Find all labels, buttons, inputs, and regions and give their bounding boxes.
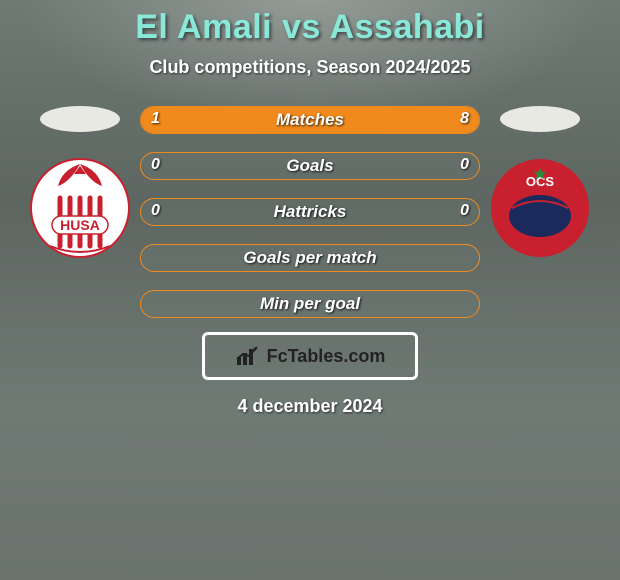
- club-right-logo: OCS: [490, 158, 590, 258]
- chart-icon: [235, 345, 261, 367]
- brand-box[interactable]: FcTables.com: [202, 332, 418, 380]
- stat-value-right: 8: [460, 110, 469, 128]
- stat-value-left: 0: [151, 202, 160, 220]
- player-left-avatar: [40, 106, 120, 132]
- left-column: HUSA: [30, 106, 130, 258]
- stat-label: Hattricks: [274, 202, 347, 222]
- stat-label: Matches: [276, 110, 344, 130]
- comparison-card: El Amali vs Assahabi Club competitions, …: [0, 0, 620, 580]
- stat-value-right: 0: [460, 156, 469, 174]
- stat-bar: 0 0 Hattricks: [140, 198, 480, 226]
- stat-value-right: 0: [460, 202, 469, 220]
- stat-bar: Goals per match: [140, 244, 480, 272]
- stat-bar: Min per goal: [140, 290, 480, 318]
- page-title: El Amali vs Assahabi: [135, 8, 485, 47]
- stat-label: Min per goal: [260, 294, 360, 314]
- player-right-avatar: [500, 106, 580, 132]
- stat-value-left: 1: [151, 110, 160, 128]
- page-subtitle: Club competitions, Season 2024/2025: [149, 57, 470, 78]
- stat-bar: 0 0 Goals: [140, 152, 480, 180]
- stat-label: Goals per match: [243, 248, 376, 268]
- stat-label: Goals: [286, 156, 333, 176]
- svg-text:HUSA: HUSA: [60, 217, 100, 233]
- stat-bar: 1 8 Matches: [140, 106, 480, 134]
- stat-value-left: 0: [151, 156, 160, 174]
- date-text: 4 december 2024: [237, 396, 382, 417]
- husa-logo-svg: HUSA: [30, 158, 130, 258]
- ocs-logo-svg: OCS: [490, 158, 590, 258]
- club-left-logo: HUSA: [30, 158, 130, 258]
- main-row: HUSA 1 8 Matches 0 0 Goals 0 0 Hattricks Goals pe…: [0, 106, 620, 318]
- brand-text: FcTables.com: [267, 346, 386, 367]
- right-column: OCS: [490, 106, 590, 258]
- stat-bars: 1 8 Matches 0 0 Goals 0 0 Hattricks Goals per mat…: [140, 106, 480, 318]
